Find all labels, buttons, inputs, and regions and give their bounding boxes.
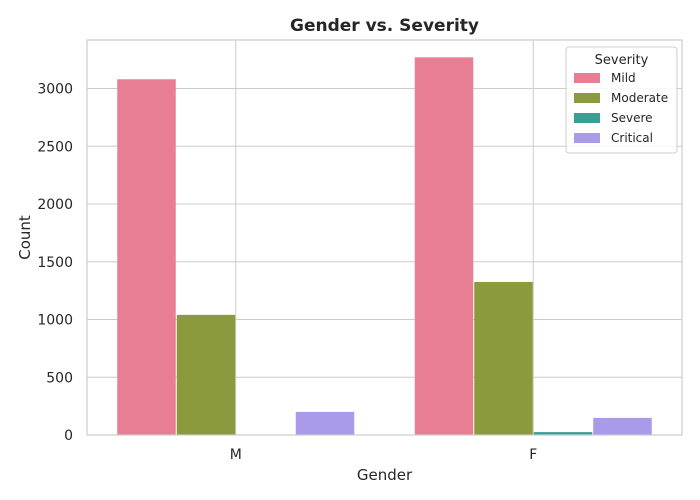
y-tick-label: 1500 bbox=[37, 255, 73, 271]
bar-critical-f bbox=[593, 417, 652, 435]
bar-mild-f bbox=[414, 57, 474, 436]
y-tick-label: 2500 bbox=[37, 139, 73, 155]
legend-label-critical: Critical bbox=[611, 131, 653, 145]
y-tick-label: 1000 bbox=[37, 313, 73, 329]
legend-swatch-severe bbox=[574, 113, 600, 123]
y-tick-label: 500 bbox=[46, 370, 73, 386]
bar-critical-m bbox=[295, 411, 355, 435]
chart-title: Gender vs. Severity bbox=[290, 16, 479, 36]
legend-swatch-critical bbox=[574, 133, 600, 143]
plot-frame bbox=[86, 39, 683, 436]
x-axis-label: Gender bbox=[357, 466, 413, 484]
legend-label-moderate: Moderate bbox=[611, 91, 668, 105]
legend-items: Mild Moderate Severe Critical bbox=[574, 71, 668, 145]
bar-severe-f bbox=[533, 432, 593, 435]
bar-mild-m bbox=[117, 79, 176, 435]
legend: Severity Mild Moderate Severe Critical bbox=[565, 46, 678, 154]
y-axis-label: Count bbox=[16, 215, 34, 260]
bars bbox=[117, 57, 652, 436]
legend-title: Severity bbox=[595, 53, 649, 68]
legend-swatch-mild bbox=[574, 73, 600, 83]
y-tick-label: 0 bbox=[64, 428, 73, 444]
bar-moderate-m bbox=[176, 314, 236, 435]
legend-label-mild: Mild bbox=[611, 71, 636, 85]
legend-swatch-moderate bbox=[574, 93, 600, 103]
y-tick-label: 2000 bbox=[37, 197, 73, 213]
x-tick-label: F bbox=[529, 447, 537, 463]
y-tick-label: 3000 bbox=[37, 82, 73, 98]
x-tick-label: M bbox=[230, 447, 242, 463]
tick-labels: 0 500 1000 1500 2000 2500 3000 M F bbox=[37, 82, 537, 463]
bar-moderate-f bbox=[474, 281, 533, 435]
legend-label-severe: Severe bbox=[611, 111, 653, 125]
